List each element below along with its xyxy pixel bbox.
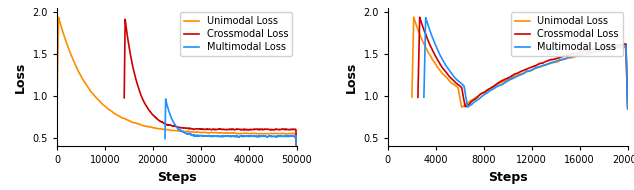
Multimodal Loss: [197, 134, 205, 137]
Unimodal Loss: [209, 131, 217, 134]
Y-axis label: Loss: Loss: [345, 61, 358, 93]
X-axis label: Steps: Steps: [488, 171, 527, 184]
Unimodal Loss: [97, 101, 105, 103]
Unimodal Loss: [53, 96, 61, 98]
Line: Multimodal Loss: Multimodal Loss: [165, 99, 297, 157]
Unimodal Loss: [495, 83, 502, 85]
Crossmodal Loss: [250, 128, 258, 131]
Unimodal Loss: [573, 55, 581, 57]
Crossmodal Loss: [209, 128, 217, 130]
Unimodal Loss: [293, 155, 301, 157]
Crossmodal Loss: [495, 82, 502, 84]
Y-axis label: Loss: Loss: [14, 61, 27, 93]
Crossmodal Loss: [232, 128, 240, 131]
Multimodal Loss: [573, 55, 581, 57]
Crossmodal Loss: [624, 106, 631, 109]
Legend: Unimodal Loss, Crossmodal Loss, Multimodal Loss: Unimodal Loss, Crossmodal Loss, Multimod…: [511, 13, 623, 56]
Crossmodal Loss: [617, 44, 624, 46]
Line: Multimodal Loss: Multimodal Loss: [424, 18, 628, 109]
Multimodal Loss: [617, 46, 624, 48]
X-axis label: Steps: Steps: [157, 171, 197, 184]
Multimodal Loss: [624, 108, 631, 110]
Line: Crossmodal Loss: Crossmodal Loss: [418, 17, 628, 108]
Unimodal Loss: [501, 80, 508, 82]
Crossmodal Loss: [145, 109, 152, 111]
Line: Crossmodal Loss: Crossmodal Loss: [124, 19, 297, 154]
Multimodal Loss: [209, 135, 217, 137]
Multimodal Loss: [293, 155, 301, 158]
Legend: Unimodal Loss, Crossmodal Loss, Multimodal Loss: Unimodal Loss, Crossmodal Loss, Multimod…: [180, 13, 292, 56]
Unimodal Loss: [624, 108, 631, 110]
Line: Unimodal Loss: Unimodal Loss: [57, 17, 297, 156]
Unimodal Loss: [145, 126, 153, 128]
Unimodal Loss: [250, 132, 258, 135]
Line: Unimodal Loss: Unimodal Loss: [412, 17, 628, 109]
Multimodal Loss: [495, 85, 502, 87]
Crossmodal Loss: [573, 52, 581, 54]
Unimodal Loss: [232, 132, 240, 135]
Multimodal Loss: [501, 82, 508, 84]
Multimodal Loss: [617, 46, 624, 48]
Multimodal Loss: [250, 135, 258, 137]
Multimodal Loss: [232, 135, 240, 138]
Unimodal Loss: [197, 131, 205, 134]
Unimodal Loss: [617, 47, 624, 49]
Unimodal Loss: [617, 47, 624, 49]
Unimodal Loss: [55, 16, 62, 18]
Crossmodal Loss: [617, 44, 624, 46]
Crossmodal Loss: [197, 128, 205, 130]
Crossmodal Loss: [293, 152, 301, 155]
Crossmodal Loss: [501, 78, 508, 81]
